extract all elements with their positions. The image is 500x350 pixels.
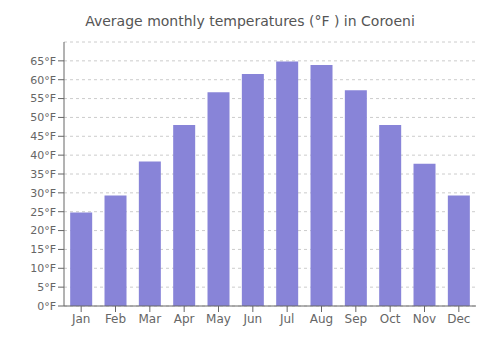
svg-text:20°F: 20°F [30, 224, 56, 237]
svg-text:30°F: 30°F [30, 187, 56, 200]
svg-text:15°F: 15°F [30, 243, 56, 256]
svg-text:5°F: 5°F [37, 281, 56, 294]
svg-text:Jun: Jun [242, 312, 262, 326]
svg-text:Jul: Jul [279, 312, 294, 326]
html-text:Average monthly temperatures (: Average monthly temperatures (°F ) in Co… [85, 13, 415, 29]
svg-text:Dec: Dec [447, 312, 470, 326]
svg-text:Oct: Oct [380, 312, 401, 326]
svg-text:Nov: Nov [413, 312, 436, 326]
svg-text:0°F: 0°F [37, 300, 56, 313]
svg-text:40°F: 40°F [30, 149, 56, 162]
svg-text:50°F: 50°F [30, 111, 56, 124]
svg-text:60°F: 60°F [30, 74, 56, 87]
svg-text:Jan: Jan [71, 312, 91, 326]
svg-text:Apr: Apr [174, 312, 195, 326]
svg-text:Aug: Aug [310, 312, 333, 326]
svg-text:Sep: Sep [345, 312, 368, 326]
svg-text:Feb: Feb [105, 312, 126, 326]
svg-text:25°F: 25°F [30, 206, 56, 219]
svg-text:55°F: 55°F [30, 92, 56, 105]
svg-text:65°F: 65°F [30, 55, 56, 68]
svg-text:Mar: Mar [139, 312, 162, 326]
svg-text:May: May [206, 312, 231, 326]
svg-text:10°F: 10°F [30, 262, 56, 275]
svg-text:35°F: 35°F [30, 168, 56, 181]
svg-text:45°F: 45°F [30, 130, 56, 143]
